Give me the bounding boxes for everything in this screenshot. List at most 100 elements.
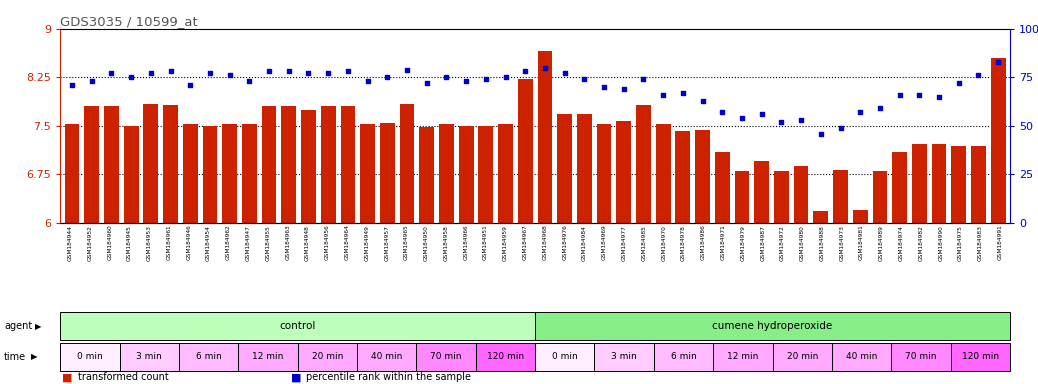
Text: 40 min: 40 min: [846, 352, 877, 361]
Point: [892, 92, 908, 98]
Text: GSM184983: GSM184983: [978, 225, 983, 260]
Bar: [557, 114, 572, 223]
Point: [537, 65, 553, 71]
Text: 120 min: 120 min: [487, 352, 524, 361]
Text: 12 min: 12 min: [252, 352, 283, 361]
Bar: [853, 210, 868, 223]
Point: [616, 86, 632, 92]
Point: [438, 74, 455, 80]
Point: [734, 115, 750, 121]
Point: [576, 76, 593, 82]
Bar: [64, 124, 80, 223]
Point: [103, 70, 119, 76]
Bar: [597, 124, 611, 223]
Text: GSM184945: GSM184945: [127, 225, 132, 260]
Bar: [972, 146, 986, 223]
Bar: [498, 124, 513, 223]
Text: GSM184957: GSM184957: [384, 225, 389, 260]
Text: ■: ■: [62, 372, 73, 382]
Text: GSM184958: GSM184958: [443, 225, 448, 260]
Point: [971, 72, 987, 78]
Point: [280, 68, 297, 74]
Bar: [124, 126, 138, 223]
Text: GSM184962: GSM184962: [226, 225, 230, 260]
Bar: [656, 124, 671, 223]
Point: [122, 74, 139, 80]
Text: 20 min: 20 min: [787, 352, 818, 361]
Text: GSM184953: GSM184953: [146, 225, 152, 260]
Text: GSM184973: GSM184973: [840, 225, 844, 260]
Text: GSM184985: GSM184985: [641, 225, 647, 260]
Text: control: control: [279, 321, 316, 331]
Point: [773, 119, 790, 125]
Point: [83, 78, 100, 84]
Bar: [143, 104, 158, 223]
Point: [872, 105, 889, 111]
Text: 70 min: 70 min: [905, 352, 936, 361]
Bar: [695, 130, 710, 223]
Point: [320, 70, 336, 76]
Bar: [893, 152, 907, 223]
Point: [951, 80, 967, 86]
Text: GSM184956: GSM184956: [325, 225, 330, 260]
Bar: [518, 79, 532, 223]
Text: GSM184986: GSM184986: [701, 225, 706, 260]
Text: GSM184963: GSM184963: [285, 225, 291, 260]
Point: [694, 98, 711, 104]
Text: GSM184981: GSM184981: [859, 225, 864, 260]
Text: 20 min: 20 min: [311, 352, 343, 361]
Point: [497, 74, 514, 80]
Text: GSM184977: GSM184977: [622, 225, 627, 260]
Point: [852, 109, 869, 115]
Point: [201, 70, 218, 76]
Point: [359, 78, 376, 84]
Bar: [321, 106, 335, 223]
Text: GSM184988: GSM184988: [819, 225, 824, 260]
Text: GSM184949: GSM184949: [364, 225, 370, 260]
Text: GSM184960: GSM184960: [107, 225, 112, 260]
Point: [63, 82, 80, 88]
Text: GSM184966: GSM184966: [463, 225, 468, 260]
Point: [477, 76, 494, 82]
Text: GSM184946: GSM184946: [186, 225, 191, 260]
Point: [911, 92, 928, 98]
Text: cumene hydroperoxide: cumene hydroperoxide: [712, 321, 832, 331]
Text: GSM184961: GSM184961: [166, 225, 171, 260]
Point: [813, 131, 829, 137]
Point: [793, 117, 810, 123]
Text: GSM184971: GSM184971: [720, 225, 726, 260]
Point: [399, 66, 415, 73]
Point: [517, 68, 534, 74]
Point: [832, 125, 849, 131]
Text: GSM184989: GSM184989: [879, 225, 884, 260]
Text: GSM184955: GSM184955: [266, 225, 271, 260]
Bar: [202, 126, 217, 223]
Text: 6 min: 6 min: [196, 352, 221, 361]
Bar: [84, 106, 99, 223]
Text: 40 min: 40 min: [371, 352, 403, 361]
Text: GSM184969: GSM184969: [602, 225, 607, 260]
Bar: [636, 105, 651, 223]
Text: GSM184965: GSM184965: [404, 225, 409, 260]
Text: GSM184947: GSM184947: [246, 225, 251, 260]
Text: GDS3035 / 10599_at: GDS3035 / 10599_at: [60, 15, 198, 28]
Text: GSM184968: GSM184968: [543, 225, 547, 260]
Text: 3 min: 3 min: [611, 352, 637, 361]
Bar: [538, 51, 552, 223]
Text: GSM184975: GSM184975: [958, 225, 963, 260]
Bar: [360, 124, 375, 223]
Text: GSM184984: GSM184984: [582, 225, 588, 260]
Text: 6 min: 6 min: [671, 352, 696, 361]
Point: [221, 72, 238, 78]
Point: [675, 90, 691, 96]
Text: GSM184948: GSM184948: [305, 225, 310, 260]
Text: GSM184990: GSM184990: [938, 225, 944, 260]
Point: [754, 111, 770, 117]
Text: ■: ■: [291, 372, 301, 382]
Text: GSM184974: GSM184974: [899, 225, 904, 260]
Text: GSM184967: GSM184967: [523, 225, 527, 260]
Bar: [990, 58, 1006, 223]
Point: [182, 82, 198, 88]
Bar: [301, 109, 316, 223]
Text: GSM184970: GSM184970: [661, 225, 666, 260]
